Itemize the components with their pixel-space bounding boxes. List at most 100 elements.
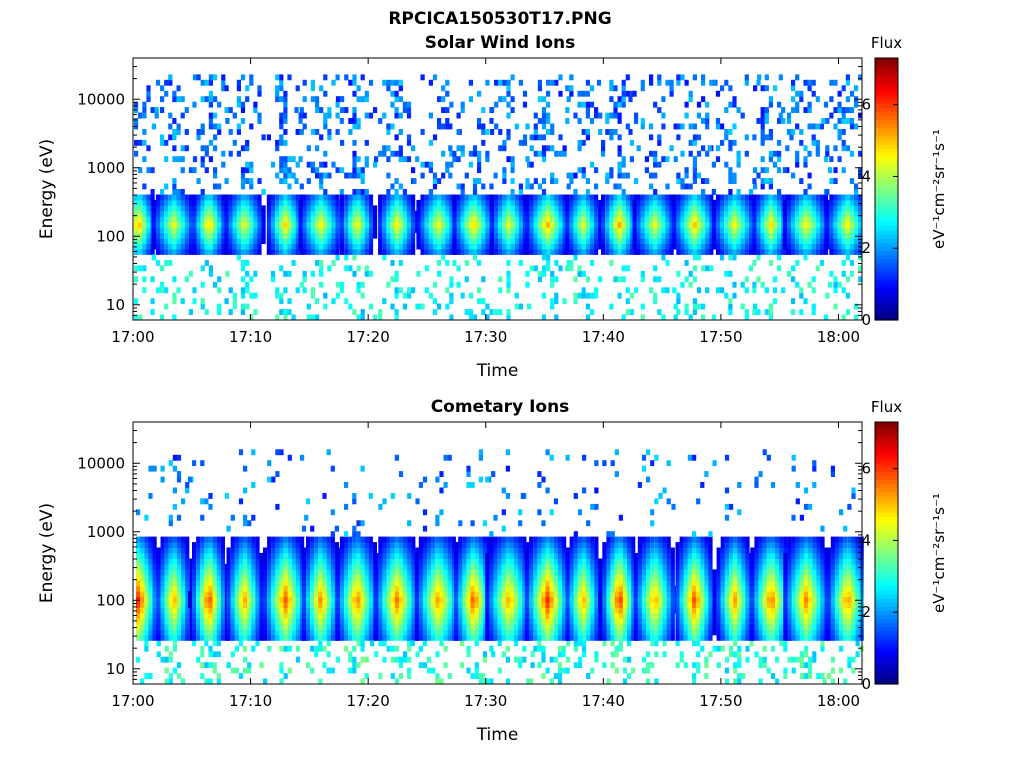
heat-cell — [811, 221, 816, 228]
heat-cell — [200, 303, 205, 310]
heat-cell — [858, 194, 863, 201]
heat-cell — [858, 276, 863, 283]
heat-cell — [306, 221, 311, 228]
heat-cell — [485, 303, 490, 310]
heat-cell — [208, 547, 213, 554]
heat-cell — [390, 303, 395, 310]
heat-cell — [360, 167, 365, 174]
heat-cell — [192, 596, 197, 603]
heat-cell — [477, 156, 482, 163]
heat-cell — [164, 287, 169, 294]
heat-cell — [510, 243, 515, 250]
heat-cell — [200, 129, 205, 135]
heat-cell — [428, 167, 433, 174]
heat-cell — [283, 645, 288, 652]
heat-cell — [494, 216, 499, 223]
heat-cell — [238, 498, 244, 505]
heat-cell — [558, 210, 563, 217]
heat-cell — [849, 150, 855, 157]
heat-cell — [270, 210, 276, 217]
heat-cell — [589, 101, 595, 108]
heat-cell — [613, 85, 618, 92]
heat-cell — [204, 580, 209, 587]
heat-cell — [485, 156, 490, 163]
heat-cell — [518, 194, 523, 201]
heat-cell — [676, 243, 681, 250]
heat-cell — [498, 227, 503, 234]
heat-cell — [270, 243, 276, 250]
heat-cell — [764, 227, 769, 234]
heat-cell — [146, 90, 151, 97]
heat-cell — [176, 199, 181, 206]
heat-cell — [684, 216, 689, 223]
heat-cell — [732, 238, 737, 244]
heat-cell — [360, 574, 365, 581]
heat-cell — [228, 205, 233, 212]
heat-cell — [245, 145, 250, 152]
heat-cell — [510, 194, 515, 201]
heat-cell — [398, 156, 403, 163]
heat-cell — [148, 542, 153, 548]
heat-cell — [815, 227, 820, 234]
heat-cell — [364, 558, 369, 565]
heat-cell — [680, 238, 685, 244]
heat-cell — [247, 662, 252, 669]
heat-cell — [673, 303, 678, 310]
heat-cell — [192, 607, 197, 614]
heat-cell — [449, 205, 454, 212]
heat-cell — [799, 243, 804, 250]
heat-cell — [249, 238, 254, 244]
heat-cell — [456, 227, 461, 234]
heat-cell — [213, 221, 218, 228]
heat-cell — [740, 303, 745, 310]
heat-cell — [140, 558, 145, 565]
heat-cell — [352, 580, 357, 587]
heat-cell — [245, 238, 250, 244]
heat-cell — [550, 227, 555, 234]
heat-cell — [605, 210, 610, 217]
heat-cell — [306, 624, 311, 630]
heat-cell — [294, 107, 299, 113]
heat-cell — [255, 542, 260, 548]
heat-cell — [306, 613, 311, 619]
heat-cell — [613, 205, 618, 212]
heat-cell — [348, 129, 353, 135]
heat-cell — [301, 591, 307, 598]
heat-cell — [352, 74, 357, 81]
heat-cell — [506, 276, 511, 283]
heat-cell — [200, 602, 205, 608]
heat-cell — [271, 624, 276, 630]
heat-cell — [756, 172, 761, 179]
heat-cell — [192, 199, 197, 206]
colorbar-segment — [875, 119, 898, 125]
heat-cell — [533, 265, 538, 272]
heat-cell — [255, 591, 260, 598]
heat-cell — [192, 640, 197, 647]
heat-cell — [208, 139, 213, 146]
heat-cell — [490, 199, 495, 206]
heat-cell — [724, 205, 729, 212]
heat-cell — [315, 172, 320, 179]
heat-cell — [200, 156, 205, 163]
heat-cell — [352, 547, 357, 554]
heat-cell — [156, 558, 161, 565]
heat-cell — [594, 205, 599, 212]
heat-cell — [837, 238, 842, 244]
heat-cell — [148, 624, 153, 630]
heat-cell — [360, 542, 365, 548]
heat-cell — [322, 624, 327, 630]
heat-cell — [661, 287, 666, 294]
heat-cell — [525, 238, 530, 244]
heat-cell — [791, 79, 796, 86]
heat-cell — [180, 210, 185, 217]
heat-cell — [803, 79, 808, 86]
heat-cell — [715, 194, 721, 201]
heat-cell — [327, 216, 332, 223]
heat-cell — [724, 199, 729, 206]
heat-cell — [185, 569, 190, 576]
heat-cell — [518, 79, 523, 86]
heat-cell — [460, 101, 465, 108]
heat-cell — [661, 221, 666, 228]
heat-cell — [573, 112, 578, 119]
heat-cell — [514, 227, 519, 234]
